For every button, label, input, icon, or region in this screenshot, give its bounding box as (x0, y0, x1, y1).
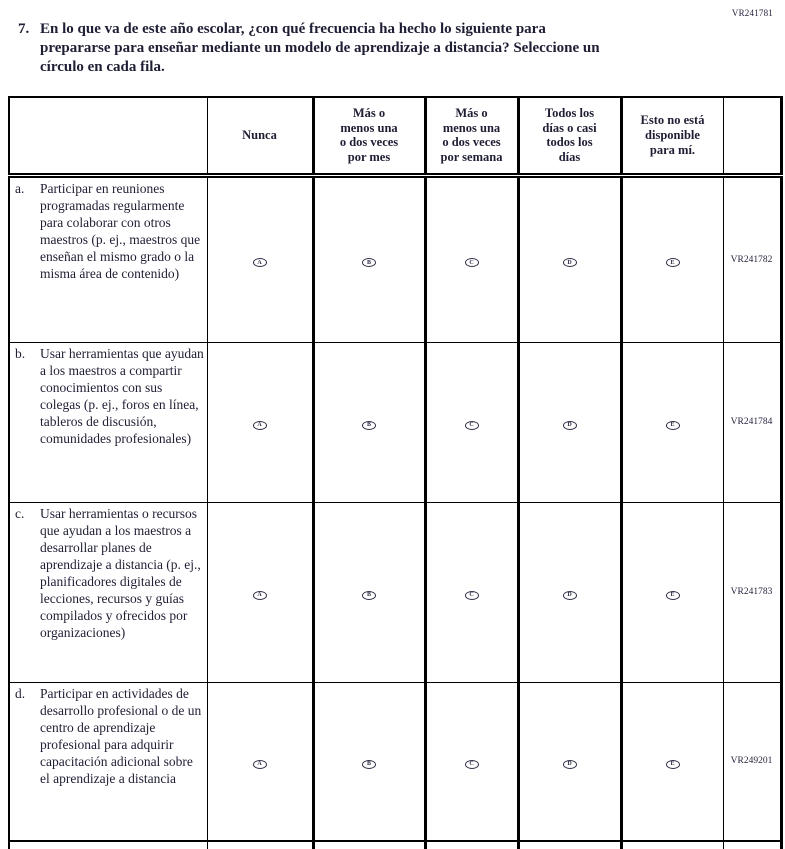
code-column-header (722, 96, 783, 178)
table-row-b: b. Usar herramientas que ayudan a los ma… (8, 342, 783, 503)
question-emphasis: un (582, 39, 600, 56)
radio-option-a[interactable]: A (252, 258, 267, 267)
radio-option-c[interactable]: C (464, 420, 479, 430)
row-letter: c. (15, 505, 25, 521)
row-code: VR241784 (722, 342, 783, 503)
radio-option-c[interactable]: C (464, 258, 479, 267)
radio-option-e[interactable]: E (665, 590, 680, 600)
row-b-item: b. Usar herramientas que ayudan a los ma… (10, 343, 207, 447)
radio-option-d[interactable]: D (562, 258, 577, 267)
column-header-todos-los-dias: Todos los días o casi todos los días (516, 96, 621, 178)
row-letter: d. (15, 685, 26, 701)
radio-option-d[interactable]: D (562, 759, 577, 769)
radio-option-b[interactable]: B (362, 759, 376, 769)
radio-option-e[interactable]: E (665, 420, 680, 430)
row-d-item: d. Participar en actividades de desarrol… (10, 683, 207, 787)
question-7: 7. En lo que va de este año escolar, ¿co… (18, 20, 600, 76)
radio-option-a[interactable]: A (252, 420, 267, 430)
radio-option-c[interactable]: C (464, 590, 479, 600)
question-text-before: En lo que va de este año escolar, ¿con q… (40, 21, 580, 56)
row-label: Participar en reuniones programadas regu… (40, 180, 201, 281)
column-header-nunca: Nunca (206, 96, 313, 178)
frequency-table: Nunca Más o menos una o dos veces por me… (8, 96, 783, 849)
radio-option-b[interactable]: B (362, 590, 376, 600)
radio-option-e[interactable]: E (665, 258, 680, 267)
row-label: Participar en actividades de desarrollo … (40, 685, 202, 786)
radio-option-d[interactable]: D (562, 420, 577, 430)
question-text-after: círculo en cada fila. (40, 58, 165, 75)
row-letter: a. (15, 180, 25, 196)
form-code: VR241781 (731, 8, 773, 18)
question-number: 7. (18, 21, 30, 37)
column-header-una-o-dos-veces-por-semana: Más o menos una o dos veces por semana (423, 96, 518, 178)
row-label: Usar herramientas o recursos que ayudan … (40, 505, 201, 640)
table-row-c: c. Usar herramientas o recursos que ayud… (8, 502, 783, 683)
row-label: Usar herramientas que ayudan a los maest… (40, 345, 204, 446)
column-header-una-o-dos-veces-por-mes: Más o menos una o dos veces por mes (311, 96, 425, 178)
question-text: En lo que va de este año escolar, ¿con q… (40, 20, 600, 76)
column-header-no-disponible: Esto no está disponible para mí. (619, 96, 723, 178)
row-letter: b. (15, 345, 26, 361)
radio-option-d[interactable]: D (562, 590, 577, 600)
radio-option-b[interactable]: B (362, 420, 376, 430)
cutoff-row (8, 841, 783, 849)
radio-option-c[interactable]: C (464, 759, 479, 769)
radio-option-b[interactable]: B (362, 258, 376, 267)
row-code: VR249201 (722, 682, 783, 842)
table-row-a: a. Participar en reuniones programadas r… (8, 175, 783, 343)
corner-cell (8, 96, 207, 178)
table-row-d: d. Participar en actividades de desarrol… (8, 682, 783, 842)
radio-option-a[interactable]: A (252, 759, 267, 769)
row-code: VR241782 (722, 175, 783, 343)
row-c-item: c. Usar herramientas o recursos que ayud… (10, 503, 207, 641)
row-a-item: a. Participar en reuniones programadas r… (10, 178, 207, 282)
row-code: VR241783 (722, 502, 783, 683)
radio-option-e[interactable]: E (665, 759, 680, 769)
radio-option-a[interactable]: A (252, 590, 267, 600)
header-row: Nunca Más o menos una o dos veces por me… (8, 96, 783, 178)
